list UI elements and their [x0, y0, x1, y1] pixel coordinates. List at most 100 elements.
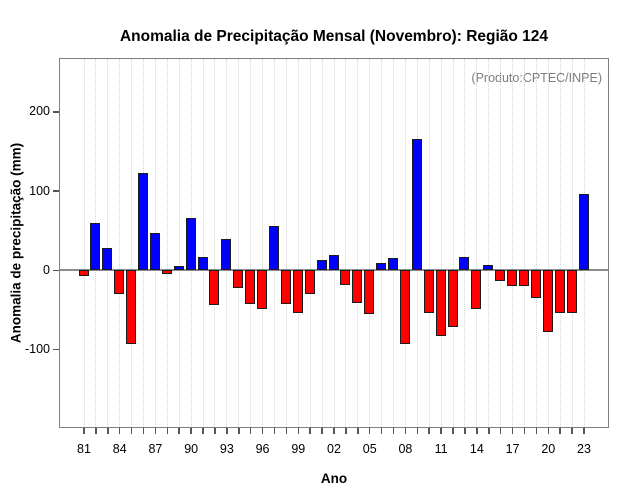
x-tick — [297, 428, 300, 434]
bar-2011 — [435, 269, 446, 337]
gridline — [202, 59, 204, 427]
bar-2019 — [530, 269, 541, 298]
x-tick — [190, 428, 192, 434]
x-tick — [440, 428, 442, 434]
x-tick — [452, 428, 454, 434]
bar-1996 — [257, 269, 268, 309]
y-tick-label: 0 — [43, 262, 50, 277]
x-tick-label: 90 — [184, 442, 199, 456]
gridline — [381, 59, 383, 427]
bar-2009 — [411, 139, 422, 270]
gridline — [166, 59, 168, 427]
x-tick — [83, 428, 85, 434]
gridline — [500, 59, 502, 427]
gridline — [107, 59, 109, 427]
x-tick — [357, 428, 359, 434]
x-tick — [321, 428, 323, 434]
gridline — [357, 59, 359, 427]
x-tick — [511, 428, 514, 434]
gridline — [547, 59, 549, 427]
bar-1989 — [173, 265, 184, 270]
gridline — [428, 59, 430, 427]
x-tick-label: 93 — [219, 442, 234, 456]
bar-1995 — [245, 269, 256, 304]
bar-2012 — [447, 269, 458, 327]
gridline — [464, 59, 466, 427]
x-tick — [559, 428, 561, 434]
bar-2001 — [316, 260, 327, 270]
x-tick — [309, 428, 311, 434]
bar-2004 — [352, 269, 363, 304]
x-tick-label: 08 — [398, 442, 413, 456]
x-tick-label: 11 — [434, 442, 448, 456]
bar-2006 — [376, 262, 387, 270]
gridline — [83, 59, 85, 427]
y-tick-label: 200 — [29, 104, 50, 119]
bar-1997 — [268, 226, 279, 270]
gridline — [321, 59, 323, 427]
x-tick-label: 87 — [148, 442, 163, 456]
plot-area: (Produto:CPTEC/INPE) — [59, 58, 609, 428]
gridline — [452, 59, 454, 427]
y-tick — [53, 111, 59, 113]
gridline — [571, 59, 573, 427]
x-tick — [535, 428, 538, 434]
bar-1998 — [280, 269, 291, 304]
x-tick-label: 81 — [77, 442, 91, 456]
x-tick-label: 02 — [327, 442, 341, 456]
x-tick-label: 05 — [362, 442, 377, 456]
y-tick — [53, 348, 59, 351]
bar-1999 — [292, 269, 303, 313]
bar-1987 — [149, 233, 160, 270]
gridline — [523, 59, 525, 427]
bar-1984 — [114, 269, 125, 294]
bar-1990 — [185, 218, 196, 270]
gridline — [285, 59, 287, 427]
bar-2000 — [304, 269, 315, 295]
x-tick-label: 14 — [469, 442, 484, 456]
bar-2010 — [423, 269, 434, 314]
x-tick — [118, 428, 121, 434]
y-axis-label: Anomalia de precipitação (mm) — [8, 142, 24, 344]
y-tick — [53, 269, 59, 272]
bar-2007 — [388, 257, 399, 270]
bar-2003 — [340, 269, 351, 285]
gridline — [262, 59, 264, 427]
bar-2021 — [554, 269, 565, 314]
x-tick — [523, 428, 526, 434]
x-tick — [583, 428, 585, 434]
x-tick — [488, 428, 490, 434]
x-tick — [285, 428, 288, 434]
x-tick-label: 84 — [112, 442, 127, 456]
x-tick — [95, 428, 97, 434]
bar-2018 — [518, 269, 529, 287]
x-tick — [202, 428, 204, 434]
x-tick — [368, 428, 371, 434]
x-tick — [333, 428, 335, 434]
x-tick-label: 96 — [255, 442, 270, 456]
gridline — [131, 59, 133, 427]
x-tick — [273, 428, 276, 434]
y-tick-label: 100 — [29, 183, 50, 198]
gridline — [369, 59, 371, 427]
x-tick — [178, 428, 180, 434]
zero-line — [60, 269, 608, 271]
x-tick — [226, 428, 228, 434]
bar-2013 — [459, 257, 470, 270]
gridline — [250, 59, 252, 427]
x-tick — [107, 428, 109, 434]
gridline — [119, 59, 121, 427]
gridline — [559, 59, 561, 427]
x-tick — [380, 428, 383, 434]
bar-1994 — [233, 269, 244, 289]
bar-1988 — [161, 269, 172, 274]
x-tick — [464, 428, 466, 434]
bar-2017 — [507, 269, 518, 286]
bar-1985 — [126, 269, 137, 344]
gridline — [535, 59, 537, 427]
x-tick — [428, 428, 430, 434]
x-tick-label: 17 — [505, 442, 520, 456]
x-tick — [571, 428, 573, 434]
bar-2008 — [399, 269, 410, 345]
